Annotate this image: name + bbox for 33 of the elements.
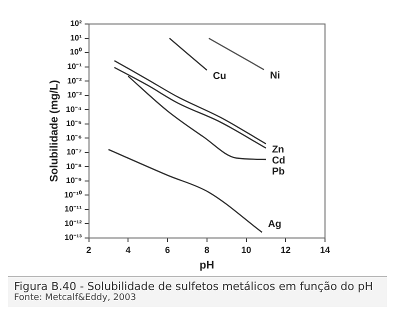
y-tick-label: 10⁰ — [70, 48, 82, 57]
y-tick-label: 10⁻³ — [67, 90, 82, 100]
y-tick-label: 10² — [70, 19, 82, 28]
y-tick-label: 10⁻¹¹ — [64, 204, 82, 214]
source-note: Fonte: Metcalf&Eddy, 2003 — [14, 293, 138, 303]
y-tick-label: 10⁻¹² — [64, 218, 82, 228]
y-tick-label: 10⁻¹ — [67, 62, 82, 72]
text: Figura B.40 - Solubilidade de sulfetos metálicos em função do pH — [14, 280, 374, 293]
x-tick-label: 6 — [165, 244, 170, 255]
y-tick-label: 10¹ — [70, 33, 82, 42]
y-tick-label: 10⁻¹⁰ — [64, 190, 82, 200]
series-label: Zn — [272, 144, 284, 156]
y-axis-title: Solubilidade (mg/L) — [48, 80, 61, 182]
y-tick-label: 10⁻⁸ — [66, 162, 82, 171]
series-label: Cd — [272, 156, 286, 167]
series-label: Ni — [270, 70, 280, 82]
y-tick-label: 10⁻⁴ — [66, 104, 82, 114]
y-tick-label: 10⁻¹³ — [64, 233, 82, 242]
x-tick-label: 4 — [126, 244, 131, 255]
x-tick-label: 14 — [320, 244, 330, 255]
x-tick-label: 8 — [204, 244, 210, 255]
x-tick-label: 2 — [86, 244, 92, 255]
series-label: Ag — [268, 218, 282, 230]
y-tick-label: 10⁻⁶ — [66, 133, 82, 142]
y-tick-label: 10⁻⁹ — [66, 176, 82, 186]
y-tick-label: 10⁻² — [67, 76, 82, 86]
x-tick-label: 12 — [280, 244, 291, 255]
series-label: Cu — [212, 70, 226, 82]
x-tick-label: 10 — [241, 244, 252, 255]
y-tick-label: 10⁻⁷ — [66, 148, 82, 157]
y-tick-label: 10⁻⁵ — [66, 119, 82, 128]
x-axis-title: pH — [200, 259, 214, 272]
series-label: Pb — [272, 166, 285, 178]
